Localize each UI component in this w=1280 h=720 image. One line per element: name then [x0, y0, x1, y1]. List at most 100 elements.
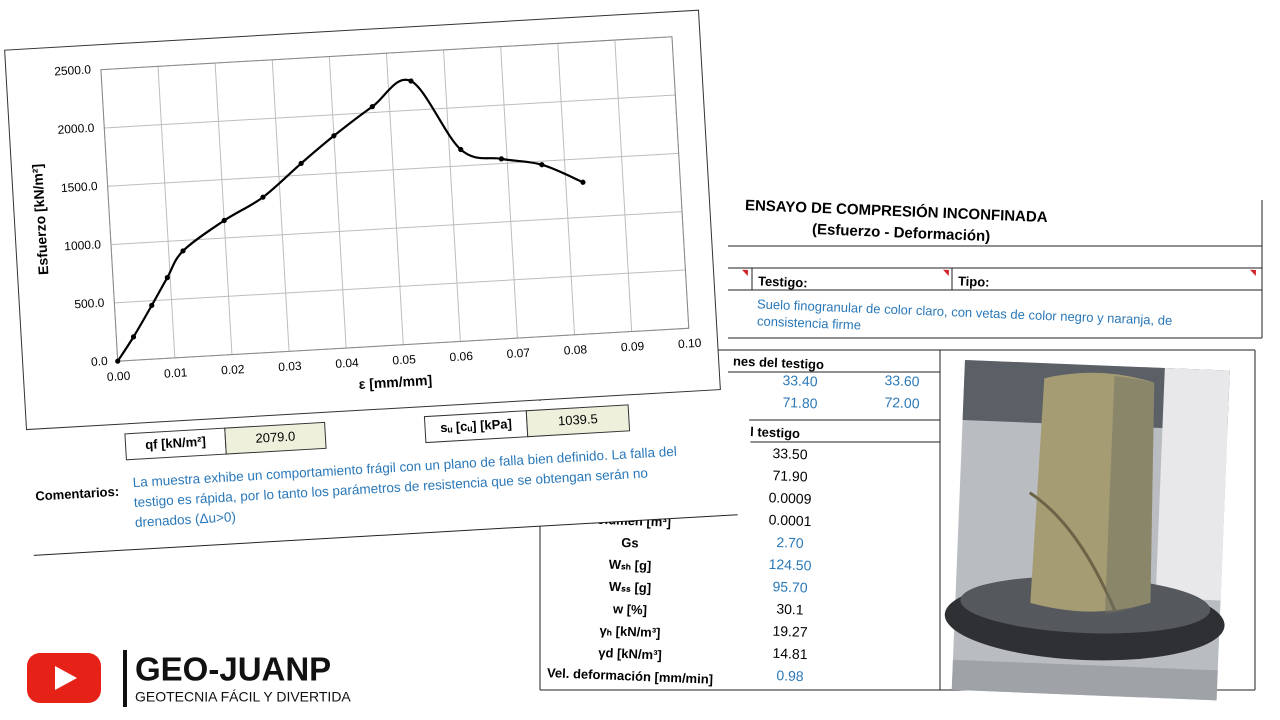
divider	[123, 650, 127, 707]
table-border	[951, 267, 953, 291]
x-tick-label: 0.04	[335, 355, 359, 370]
grid-line	[500, 46, 518, 339]
data-point	[408, 78, 414, 84]
comment-marker	[943, 269, 950, 276]
su-value-box	[525, 404, 631, 438]
x-tick-label: 0.02	[221, 362, 245, 377]
plot-border	[100, 36, 690, 362]
qf-value: 2079.0	[255, 429, 296, 446]
x-tick-label: 0.03	[278, 359, 302, 374]
dims-header: nes del testigo	[733, 353, 825, 372]
x-tick-label: 0.08	[563, 342, 587, 357]
dimension-value: 71.80	[782, 394, 818, 411]
grid-line	[443, 49, 461, 342]
dimension-value: 33.60	[884, 372, 920, 389]
property-value: 30.1	[776, 601, 804, 618]
data-point	[498, 156, 504, 162]
testigo-label: Testigo:	[758, 273, 808, 290]
property-value: 19.27	[772, 623, 808, 640]
sheet-subtitle: (Esfuerzo - Deformación)	[812, 221, 991, 245]
qf-label: qf [kN/m²]	[145, 434, 206, 452]
specimen-shade	[1104, 376, 1155, 614]
photo-wall	[1155, 368, 1230, 601]
su-value: 1039.5	[558, 411, 599, 428]
branding: GEO-JUANP GEOTECNIA FÁCIL Y DIVERTIDA	[27, 650, 351, 707]
props-header: del testigo	[735, 423, 801, 441]
data-point	[115, 358, 121, 364]
table-border	[727, 289, 1262, 291]
tipo-label: Tipo:	[958, 273, 990, 289]
property-label: Gs	[621, 535, 639, 551]
property-label: Wₛₛ [g]	[609, 579, 652, 596]
comment-marker	[742, 269, 749, 276]
dimension-value: 33.40	[782, 372, 818, 389]
property-value: 0.0001	[768, 511, 812, 529]
x-tick-label: 0.10	[678, 336, 702, 351]
x-tick-label: 0.09	[620, 339, 644, 354]
table-border	[939, 349, 941, 690]
data-point	[298, 160, 304, 167]
property-value: 33.50	[772, 445, 808, 462]
grid-line	[157, 66, 176, 358]
table-border	[728, 419, 940, 421]
grid-line	[385, 53, 404, 345]
y-tick-label: 0.0	[91, 354, 109, 369]
qf-value-box	[224, 421, 327, 455]
y-tick-label: 2000.0	[57, 121, 95, 137]
data-point	[149, 302, 155, 309]
x-tick-label: 0.06	[449, 349, 473, 364]
channel-name: GEO-JUANP	[135, 651, 331, 688]
property-label: γₕ [kN/m³]	[599, 623, 660, 640]
data-point	[369, 104, 375, 110]
property-value: 95.70	[772, 578, 808, 595]
specimen-photo	[944, 359, 1230, 701]
comments-border	[33, 514, 738, 556]
table-border	[728, 267, 1263, 269]
comment-marker	[1250, 269, 1257, 276]
data-point	[164, 274, 170, 281]
y-tick-label: 2500.0	[54, 62, 92, 78]
grid-line	[271, 59, 290, 352]
card-background	[4, 9, 721, 431]
platen	[951, 659, 1218, 701]
chart-card: 0.0 500.0 1000.0 1500.0 2000.0 2500.0 0.00 0.01…	[4, 9, 755, 556]
data-point	[458, 146, 464, 153]
table-border	[728, 371, 941, 373]
y-axis-label: Esfuerzo [kN/m²]	[29, 163, 51, 275]
tagline: GEOTECNIA FÁCIL Y DIVERTIDA	[135, 689, 351, 705]
description: consistencia firme	[757, 313, 862, 332]
table-border	[727, 337, 1263, 339]
x-tick-label: 0.00	[107, 369, 131, 384]
grid-line	[328, 56, 347, 349]
property-value: 0.98	[776, 667, 804, 684]
grid-line	[214, 63, 233, 355]
table-border	[1254, 349, 1256, 691]
data-point	[580, 179, 586, 185]
table-border	[727, 441, 941, 443]
property-label: Vel. deformación [mm/min]	[547, 665, 714, 687]
data-point	[180, 248, 186, 254]
su-label: sᵤ [cᵤ] [kPa]	[440, 416, 512, 435]
data-point	[130, 334, 137, 340]
y-tick-label: 1500.0	[61, 179, 99, 195]
sheet-title: ENSAYO DE COMPRESIÓN INCONFINADA	[745, 196, 1048, 226]
data-point	[260, 194, 266, 200]
data-point	[539, 162, 545, 168]
comments-label: Comentarios:	[35, 484, 120, 504]
dimension-value: 72.00	[884, 394, 920, 411]
x-tick-label: 0.05	[392, 352, 416, 367]
data-point	[221, 217, 227, 224]
table-border	[727, 245, 1262, 247]
x-tick-label: 0.07	[506, 346, 530, 361]
property-value: 0.0009	[768, 489, 812, 507]
grid-line	[557, 43, 576, 335]
comment-line: drenados (Δu>0)	[135, 509, 237, 530]
x-axis-label: ε [mm/mm]	[358, 372, 432, 392]
property-value: 71.90	[772, 467, 808, 484]
x-tick-label: 0.01	[164, 365, 188, 380]
y-tick-label: 1000.0	[64, 237, 102, 253]
spreadsheet: ENSAYO DE COMPRESIÓN INCONFINADA(Esfuerz…	[526, 196, 1263, 719]
property-value: 124.50	[768, 556, 812, 574]
